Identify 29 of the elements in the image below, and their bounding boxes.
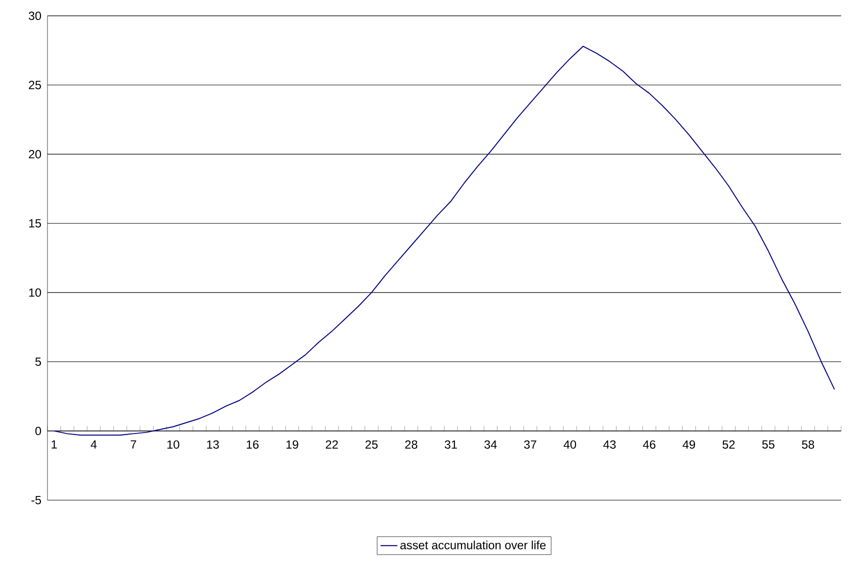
x-tick-label: 1 [52, 440, 57, 448]
y-tick-label: 5 [35, 357, 42, 366]
x-tick-label: 25 [366, 440, 378, 449]
x-tick-label: 22 [326, 440, 338, 448]
y-tick-label: 0 [35, 426, 42, 435]
x-tick-label: 55 [762, 440, 774, 448]
x-tick-label: 34 [484, 440, 497, 449]
y-tick-label: 10 [29, 288, 42, 297]
y-tick-label: 25 [28, 80, 42, 90]
x-tick-label: 10 [167, 440, 180, 449]
x-tick-label: 52 [722, 440, 735, 449]
x-tick-label: 43 [603, 440, 616, 449]
x-tick-label: 16 [246, 440, 259, 449]
y-tick-label: 30 [28, 11, 42, 20]
x-tick-label: 40 [564, 440, 576, 449]
y-tick-label: 20 [28, 150, 42, 158]
x-tick-label: 4 [90, 440, 97, 448]
legend-label: asset accumulation over life [400, 540, 546, 550]
y-tick-label: -5 [31, 496, 42, 504]
x-tick-label: 46 [642, 440, 656, 449]
x-tick-label: 28 [405, 440, 418, 449]
x-tick-label: 37 [524, 440, 536, 449]
x-tick-label: 19 [286, 440, 298, 449]
x-tick-label: 31 [444, 440, 457, 449]
y-tick-label: 15 [29, 219, 42, 228]
x-tick-label: 58 [802, 440, 814, 449]
x-tick-label: 49 [682, 440, 696, 449]
x-tick-label: 7 [130, 440, 136, 448]
x-tick-label: 13 [207, 440, 219, 449]
